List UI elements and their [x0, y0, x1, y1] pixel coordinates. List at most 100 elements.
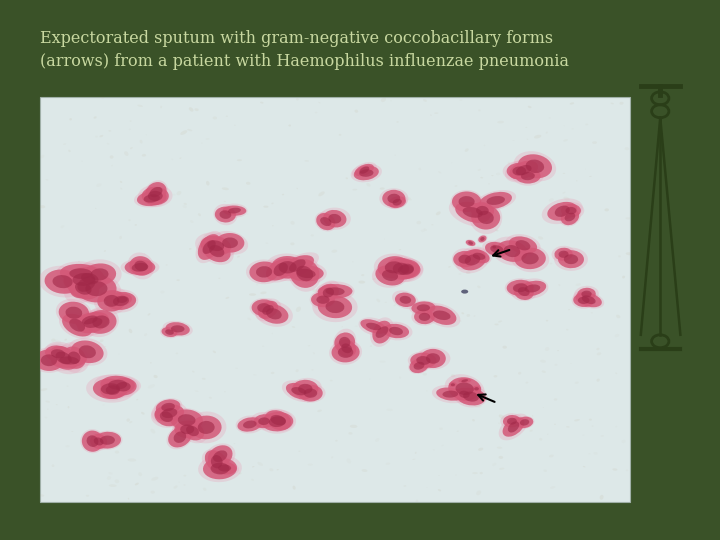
- Ellipse shape: [52, 464, 55, 467]
- Ellipse shape: [180, 424, 194, 434]
- Ellipse shape: [395, 293, 416, 307]
- Ellipse shape: [462, 312, 464, 314]
- Ellipse shape: [176, 191, 181, 195]
- Ellipse shape: [352, 188, 357, 191]
- Ellipse shape: [329, 340, 362, 365]
- Ellipse shape: [115, 309, 117, 310]
- Ellipse shape: [295, 369, 299, 372]
- Ellipse shape: [563, 197, 570, 200]
- Ellipse shape: [534, 135, 541, 138]
- Ellipse shape: [480, 177, 483, 178]
- Ellipse shape: [539, 438, 542, 441]
- Ellipse shape: [431, 224, 433, 225]
- Ellipse shape: [436, 211, 441, 215]
- Ellipse shape: [144, 180, 168, 204]
- Ellipse shape: [507, 163, 532, 179]
- Ellipse shape: [82, 430, 103, 452]
- Ellipse shape: [575, 292, 602, 307]
- Ellipse shape: [279, 261, 297, 273]
- Ellipse shape: [507, 418, 517, 424]
- Ellipse shape: [110, 293, 134, 307]
- Ellipse shape: [582, 466, 585, 468]
- Ellipse shape: [179, 400, 181, 402]
- Ellipse shape: [113, 296, 129, 306]
- Ellipse shape: [266, 258, 295, 280]
- Ellipse shape: [271, 202, 274, 204]
- Ellipse shape: [491, 245, 498, 249]
- Ellipse shape: [332, 313, 333, 314]
- Ellipse shape: [318, 295, 352, 318]
- Ellipse shape: [94, 116, 96, 119]
- Ellipse shape: [338, 303, 341, 305]
- Ellipse shape: [302, 280, 303, 282]
- Ellipse shape: [104, 295, 120, 307]
- Ellipse shape: [150, 491, 155, 494]
- Ellipse shape: [438, 171, 441, 173]
- Ellipse shape: [370, 346, 372, 347]
- Ellipse shape: [346, 177, 348, 179]
- Ellipse shape: [106, 385, 120, 395]
- Ellipse shape: [265, 410, 292, 430]
- Ellipse shape: [472, 419, 474, 421]
- Ellipse shape: [411, 308, 438, 326]
- Ellipse shape: [527, 139, 528, 140]
- Ellipse shape: [186, 411, 226, 443]
- Ellipse shape: [272, 225, 274, 226]
- Ellipse shape: [445, 374, 485, 403]
- Ellipse shape: [399, 249, 401, 251]
- Ellipse shape: [113, 439, 119, 442]
- Ellipse shape: [262, 409, 294, 431]
- Ellipse shape: [73, 273, 95, 286]
- Ellipse shape: [535, 290, 543, 293]
- Ellipse shape: [153, 375, 158, 378]
- Ellipse shape: [100, 376, 135, 394]
- Ellipse shape: [359, 318, 389, 335]
- Ellipse shape: [414, 309, 435, 324]
- Ellipse shape: [581, 291, 592, 298]
- Ellipse shape: [167, 408, 207, 432]
- Ellipse shape: [500, 413, 523, 429]
- Ellipse shape: [546, 132, 548, 133]
- Ellipse shape: [51, 349, 66, 359]
- Ellipse shape: [339, 337, 351, 348]
- Ellipse shape: [361, 319, 387, 334]
- Ellipse shape: [246, 260, 282, 284]
- Ellipse shape: [216, 233, 244, 253]
- Ellipse shape: [251, 479, 254, 481]
- Ellipse shape: [473, 253, 485, 260]
- Ellipse shape: [129, 421, 132, 423]
- Ellipse shape: [622, 275, 625, 279]
- Ellipse shape: [449, 377, 481, 400]
- Ellipse shape: [141, 412, 145, 415]
- Ellipse shape: [165, 329, 174, 335]
- Ellipse shape: [528, 179, 531, 180]
- Ellipse shape: [86, 281, 107, 296]
- Ellipse shape: [80, 429, 104, 453]
- Ellipse shape: [115, 450, 119, 454]
- Ellipse shape: [191, 416, 222, 439]
- Ellipse shape: [509, 161, 538, 179]
- Ellipse shape: [160, 106, 162, 109]
- Ellipse shape: [249, 261, 279, 282]
- Ellipse shape: [262, 346, 264, 347]
- Ellipse shape: [310, 291, 336, 309]
- Ellipse shape: [114, 480, 120, 483]
- Ellipse shape: [71, 310, 109, 329]
- Ellipse shape: [198, 421, 215, 434]
- Ellipse shape: [187, 129, 192, 131]
- Ellipse shape: [289, 378, 322, 400]
- Ellipse shape: [130, 256, 153, 276]
- Ellipse shape: [505, 234, 541, 256]
- Ellipse shape: [546, 320, 548, 321]
- Text: Expectorated sputum with gram-negative coccobacillary forms
(arrows) from a pati: Expectorated sputum with gram-negative c…: [40, 30, 569, 70]
- Ellipse shape: [180, 130, 187, 135]
- Ellipse shape: [281, 255, 314, 276]
- Ellipse shape: [311, 292, 335, 307]
- Ellipse shape: [100, 436, 115, 445]
- Ellipse shape: [129, 329, 132, 333]
- Ellipse shape: [184, 203, 187, 205]
- Ellipse shape: [318, 191, 325, 196]
- Ellipse shape: [308, 345, 310, 346]
- Ellipse shape: [558, 284, 560, 286]
- Ellipse shape: [260, 292, 266, 294]
